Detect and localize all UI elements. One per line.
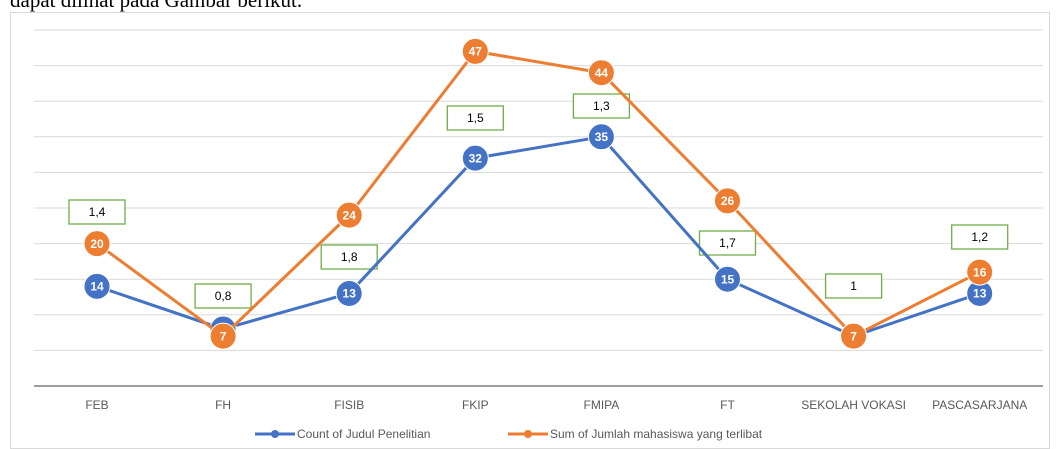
data-label: 7 xyxy=(220,329,227,343)
ratio-label: 1,4 xyxy=(89,205,106,219)
data-point xyxy=(335,279,363,307)
data-label: 24 xyxy=(343,208,357,222)
ratio-box xyxy=(951,224,1009,250)
data-point xyxy=(83,272,111,300)
ratio-label: 1,7 xyxy=(719,236,736,250)
series-line xyxy=(96,49,981,338)
data-point xyxy=(714,187,741,215)
chart-border xyxy=(10,12,1050,449)
legend-marker xyxy=(271,430,279,438)
data-point xyxy=(587,123,615,151)
data-label: 15 xyxy=(721,272,735,286)
legend-label: Sum of Jumlah mahasiswa yang terlibat xyxy=(550,427,763,441)
x-tick-label: FMIPA xyxy=(584,398,620,412)
data-label: 13 xyxy=(973,287,987,301)
data-point xyxy=(587,59,615,87)
legend-label: Count of Judul Penelitian xyxy=(297,427,430,441)
ratio-label: 1 xyxy=(850,279,857,293)
data-label: 16 xyxy=(973,265,987,279)
data-label: 14 xyxy=(90,279,104,293)
legend-marker xyxy=(524,430,532,438)
data-point xyxy=(461,37,489,65)
ratio-label: 1,2 xyxy=(971,230,988,244)
ratio-box xyxy=(446,105,504,131)
data-point xyxy=(840,322,868,350)
x-tick-label: PASCASARJANA xyxy=(932,398,1027,412)
ratio-box xyxy=(572,93,631,119)
x-tick-label: FT xyxy=(720,398,735,412)
ratio-box xyxy=(320,244,378,270)
ratio-box xyxy=(698,230,757,256)
data-point xyxy=(714,265,741,293)
data-label: 7 xyxy=(850,329,857,343)
x-tick-label: FEB xyxy=(85,398,108,412)
ratio-label: 1,3 xyxy=(593,99,610,113)
data-label: 32 xyxy=(469,151,483,165)
data-label: 44 xyxy=(595,66,609,80)
data-label: 13 xyxy=(343,287,357,301)
data-point xyxy=(209,322,237,350)
data-label: 35 xyxy=(595,130,609,144)
x-tick-label: SEKOLAH VOKASI xyxy=(801,398,906,412)
ratio-box xyxy=(824,273,883,299)
data-label: 47 xyxy=(469,45,483,59)
data-point xyxy=(83,230,111,258)
data-label: 26 xyxy=(721,194,735,208)
ratio-label: 1,8 xyxy=(341,250,358,264)
series-line xyxy=(96,135,981,338)
data-point xyxy=(966,258,994,286)
ratio-label: 0,8 xyxy=(215,289,232,303)
x-tick-label: FISIB xyxy=(334,398,364,412)
x-tick-label: FH xyxy=(215,398,231,412)
x-tick-label: FKIP xyxy=(462,398,489,412)
data-label: 20 xyxy=(90,237,104,251)
intro-text: dapat dilihat pada Gambar berikut. xyxy=(10,0,303,12)
ratio-box xyxy=(194,283,252,309)
data-point xyxy=(461,144,489,172)
data-point xyxy=(335,201,363,229)
ratio-label: 1,5 xyxy=(467,111,484,125)
ratio-box xyxy=(68,199,126,225)
